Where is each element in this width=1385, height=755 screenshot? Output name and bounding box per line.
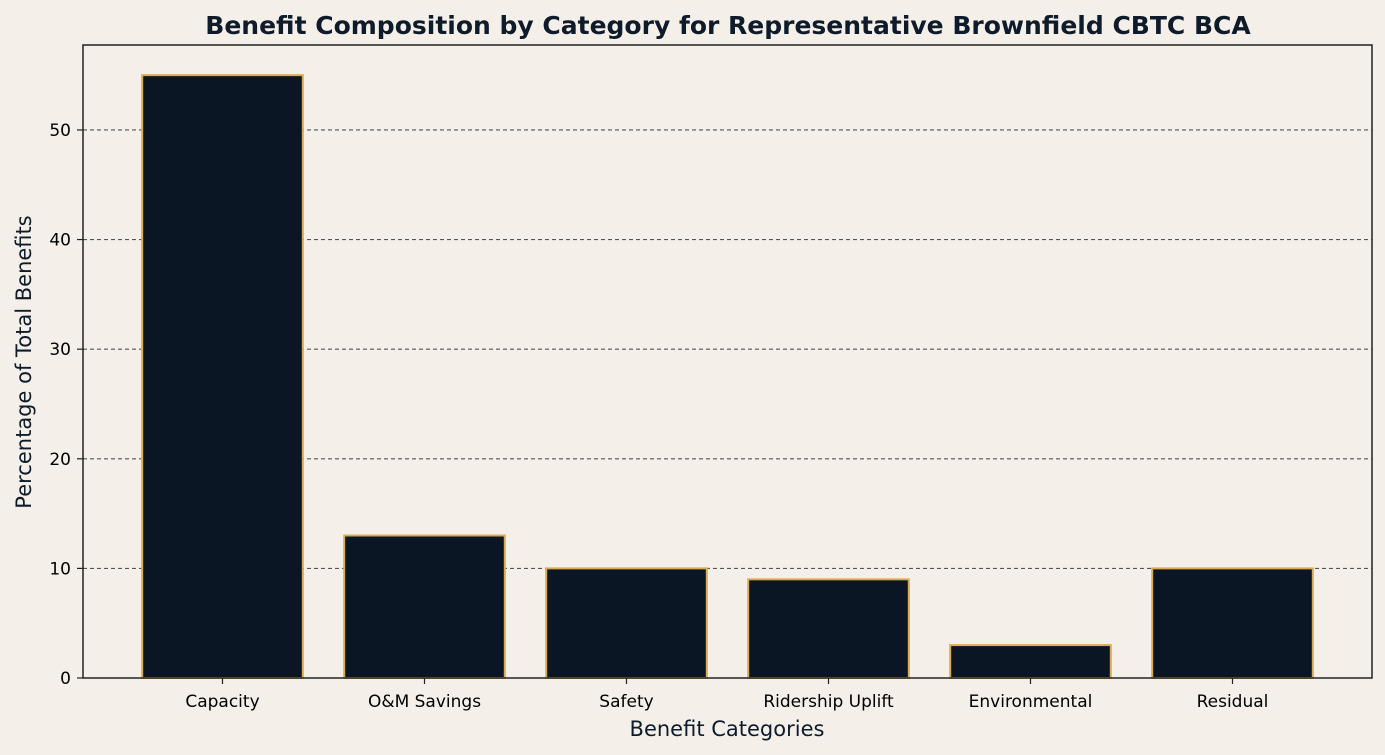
bar-environmental — [949, 644, 1112, 679]
y-axis-ticks: 0 10 20 30 40 50 — [49, 121, 83, 689]
plot-frame — [82, 44, 1373, 679]
x-tick-label: Capacity — [185, 692, 259, 712]
y-axis-label: Percentage of Total Benefits — [12, 215, 36, 508]
x-tick-label: O&M Savings — [368, 692, 481, 712]
y-tick-label: 40 — [49, 231, 71, 251]
x-tick-label: Ridership Uplift — [763, 692, 894, 712]
bar-ridership-uplift — [747, 578, 910, 679]
x-tick-label: Residual — [1197, 692, 1269, 712]
x-tick-label: Environmental — [969, 692, 1093, 712]
x-tick-label: Safety — [599, 692, 653, 712]
y-tick-label: 10 — [49, 559, 71, 579]
bar-safety — [545, 567, 708, 679]
x-axis-ticks: Capacity O&M Savings Safety Ridership Uplif… — [185, 678, 1268, 712]
bars — [141, 74, 1314, 679]
bar-residual — [1151, 567, 1314, 679]
y-tick-label: 20 — [49, 450, 71, 470]
bar-o-m-savings — [343, 534, 506, 679]
x-axis-label: Benefit Categories — [630, 717, 825, 741]
chart-title: Benefit Composition by Category for Repr… — [205, 11, 1251, 40]
y-tick-label: 0 — [60, 669, 71, 689]
y-tick-label: 30 — [49, 340, 71, 360]
y-tick-label: 50 — [49, 121, 71, 141]
bar-capacity — [141, 74, 304, 679]
